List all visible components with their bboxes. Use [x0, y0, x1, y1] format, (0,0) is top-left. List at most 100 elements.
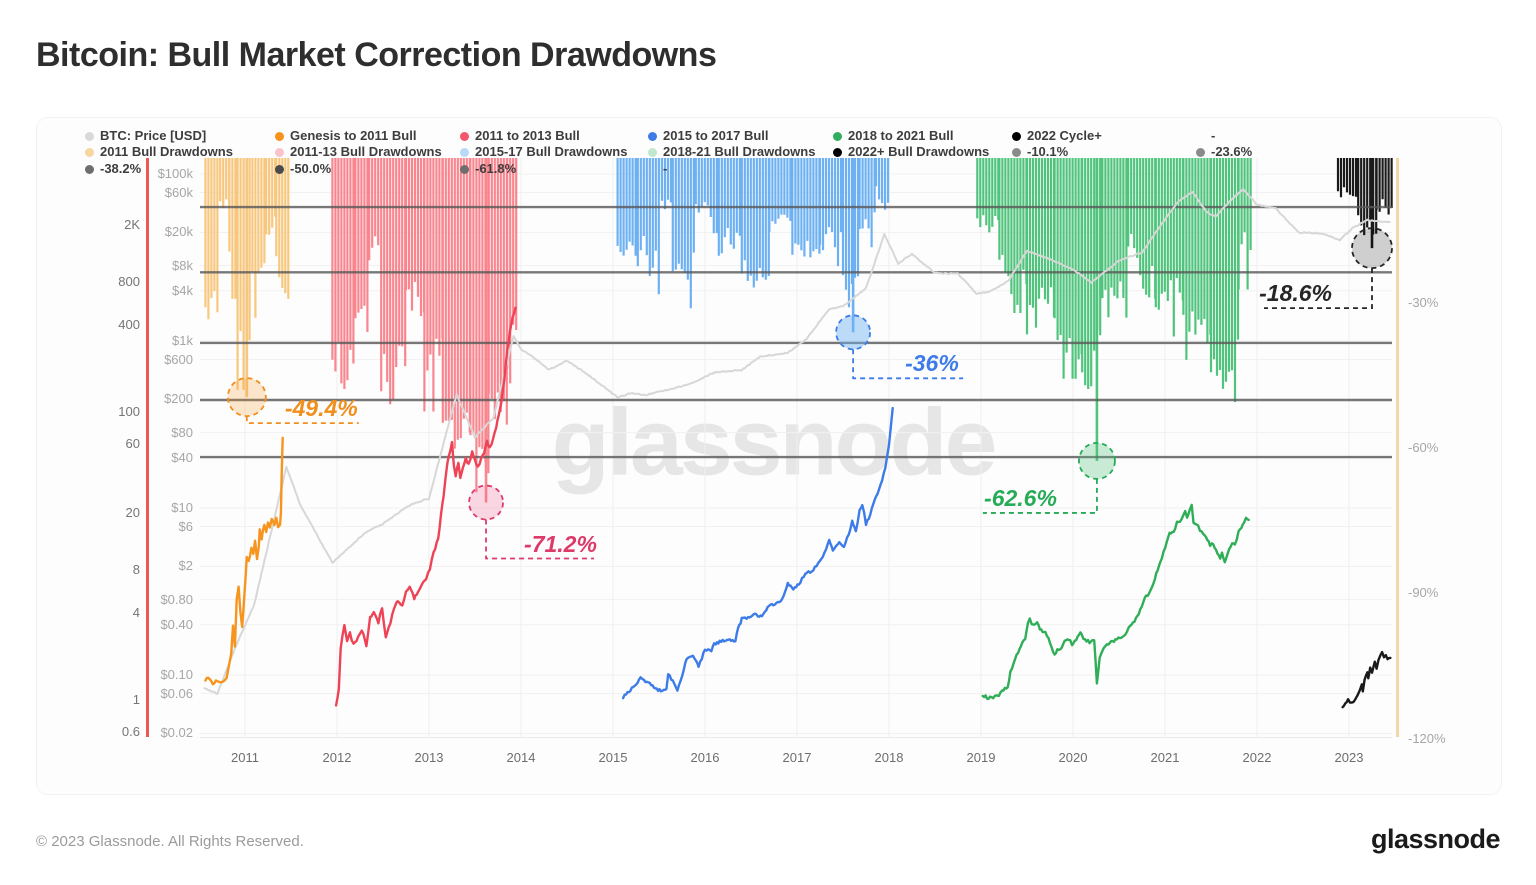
- x-axis-year-tick: 2014: [506, 750, 536, 765]
- y-axis-performance-tick: 2K: [124, 216, 140, 232]
- annotation-label-0: -49.4%: [284, 395, 358, 422]
- legend-item-r2c2[interactable]: 2011-13 Bull Drawdowns: [275, 145, 442, 159]
- y-axis-price-tick: $200: [164, 391, 193, 407]
- y-axis-price-tick: $100k: [157, 166, 193, 181]
- legend-item-label: -38.2%: [100, 161, 142, 176]
- legend-dot-icon: [275, 147, 284, 157]
- legend-item-label: -61.8%: [475, 161, 517, 176]
- legend-item-label: 2015 to 2017 Bull: [663, 128, 769, 143]
- annotation-label-3: -62.6%: [984, 484, 1057, 511]
- y-axis-price-tick: $0.02: [160, 725, 193, 741]
- y-axis-price-tick: $8k: [172, 257, 193, 273]
- legend-item-label: BTC: Price [USD]: [100, 128, 207, 143]
- legend-item-r2c5[interactable]: 2022+ Bull Drawdowns: [833, 145, 989, 159]
- legend-item-label: 2011 to 2013 Bull: [475, 128, 580, 143]
- annotation-label-1: -71.2%: [524, 530, 597, 557]
- y-axis-price-tick: $60k: [164, 184, 193, 200]
- x-axis-year-tick: 2020: [1058, 750, 1088, 765]
- legend-item-label: 2018 to 2021 Bull: [848, 128, 954, 143]
- fib-level-lines: [200, 205, 1392, 459]
- y-axis-price-tick: $6: [178, 518, 193, 534]
- legend-item-label: 2022+ Bull Drawdowns: [848, 144, 990, 159]
- x-axis-year-tick: 2017: [782, 750, 812, 765]
- annotation-label-4: -18.6%: [1259, 280, 1332, 307]
- drawdown-bars-4: [1336, 158, 1393, 249]
- legend-item-r1c3[interactable]: 2011 to 2013 Bull: [460, 129, 580, 143]
- legend-item-label: -50.0%: [290, 161, 332, 176]
- y-axis-price-tick: $40: [171, 449, 193, 465]
- glassnode-logo: glassnode: [1370, 824, 1501, 854]
- y-axis-price-tick: $0.40: [160, 616, 193, 632]
- legend-dot-icon: [460, 164, 469, 174]
- drawdown-bars-0: [204, 158, 290, 398]
- legend-item-r2c1[interactable]: 2011 Bull Drawdowns: [85, 145, 233, 159]
- legend-item-r1c2[interactable]: Genesis to 2011 Bull: [275, 129, 416, 143]
- y-axis-drawdown-tick: -60%: [1408, 440, 1439, 456]
- y-axis-drawdown-tick: -120%: [1408, 730, 1446, 746]
- y-axis-performance-tick: 60: [125, 435, 140, 451]
- annotation-2: [835, 314, 964, 380]
- y-axis-price-tick: $80: [171, 424, 193, 440]
- legend-dot-icon: [275, 131, 284, 141]
- x-axis-year-tick: 2013: [414, 750, 444, 765]
- legend-item-r1c1[interactable]: BTC: Price [USD]: [85, 129, 206, 143]
- x-axis-year-tick: 2023: [1334, 750, 1364, 765]
- y-axis-performance-tick: 20: [125, 504, 140, 520]
- drawdown-bars-2: [616, 158, 890, 333]
- legend-dot-icon: [833, 147, 842, 157]
- legend-item-r2c7[interactable]: -23.6%: [1196, 145, 1252, 159]
- legend-dot-icon: [85, 147, 94, 157]
- legend-item-r1c4[interactable]: 2015 to 2017 Bull: [648, 129, 769, 143]
- perf-line-3: [981, 503, 1250, 701]
- legend-item-r2c6[interactable]: -10.1%: [1012, 145, 1068, 159]
- legend-dot-icon: [460, 147, 469, 157]
- y-axis-drawdown-tick: -90%: [1408, 585, 1439, 601]
- legend-item-r1c6[interactable]: 2022 Cycle+: [1012, 129, 1102, 143]
- page-title: Bitcoin: Bull Market Correction Drawdown…: [36, 36, 717, 74]
- legend-item-label: 2011-13 Bull Drawdowns: [290, 144, 442, 159]
- legend-item-label: 2011 Bull Drawdowns: [100, 144, 233, 159]
- perf-line-2: [621, 406, 894, 700]
- legend-dot-icon: [85, 164, 94, 174]
- y-axis-performance-tick: 100: [118, 404, 140, 419]
- y-axis-price-tick: $0.10: [160, 667, 193, 682]
- legend-item-r1c7[interactable]: -: [1196, 129, 1215, 143]
- y-axis-price-tick: $600: [164, 351, 193, 367]
- footer-copyright: © 2023 Glassnode. All Rights Reserved.: [36, 833, 304, 850]
- y-axis-price-tick: $4k: [172, 282, 193, 298]
- annotation-0: [226, 377, 359, 424]
- y-axis-performance-tick: 4: [132, 605, 140, 621]
- legend-dot-icon: [648, 147, 657, 157]
- perf-line-0: [204, 436, 284, 686]
- legend-item-r3c4[interactable]: -: [648, 162, 667, 176]
- y-axis-performance-tick: 8: [132, 561, 140, 577]
- legend-item-r3c3[interactable]: -61.8%: [460, 162, 516, 176]
- perf-line-4: [1341, 650, 1392, 709]
- x-axis-year-tick: 2021: [1150, 750, 1180, 765]
- annotation-4: [1264, 227, 1393, 310]
- y-axis-price-tick: $10: [171, 500, 193, 515]
- legend-item-r3c1[interactable]: -38.2%: [85, 162, 141, 176]
- drawdown-axis-strip: [1396, 158, 1399, 737]
- y-axis-drawdown-tick: -30%: [1408, 295, 1439, 311]
- x-axis-year-tick: 2012: [322, 750, 352, 765]
- legend-item-label: -10.1%: [1027, 144, 1069, 159]
- legend-item-label: -: [1211, 128, 1216, 143]
- y-axis-performance-tick: 0.6: [121, 723, 140, 739]
- y-axis-price-tick: $2: [178, 558, 193, 574]
- legend-item-label: -: [663, 161, 668, 176]
- legend-dot-icon: [460, 131, 469, 141]
- legend-dot-icon: [1012, 147, 1021, 157]
- legend-dot-placeholder: [648, 165, 657, 174]
- y-axis-performance-tick: 1: [132, 692, 140, 707]
- price-axis-strip: [146, 158, 149, 737]
- legend-item-r2c4[interactable]: 2018-21 Bull Drawdowns: [648, 145, 815, 159]
- legend-dot-icon: [1196, 147, 1205, 157]
- annotation-label-2: -36%: [905, 350, 959, 377]
- legend-item-r2c3[interactable]: 2015-17 Bull Drawdowns: [460, 145, 627, 159]
- x-axis-year-tick: 2019: [966, 750, 996, 765]
- legend-item-r1c5[interactable]: 2018 to 2021 Bull: [833, 129, 954, 143]
- legend-item-r3c2[interactable]: -50.0%: [275, 162, 331, 176]
